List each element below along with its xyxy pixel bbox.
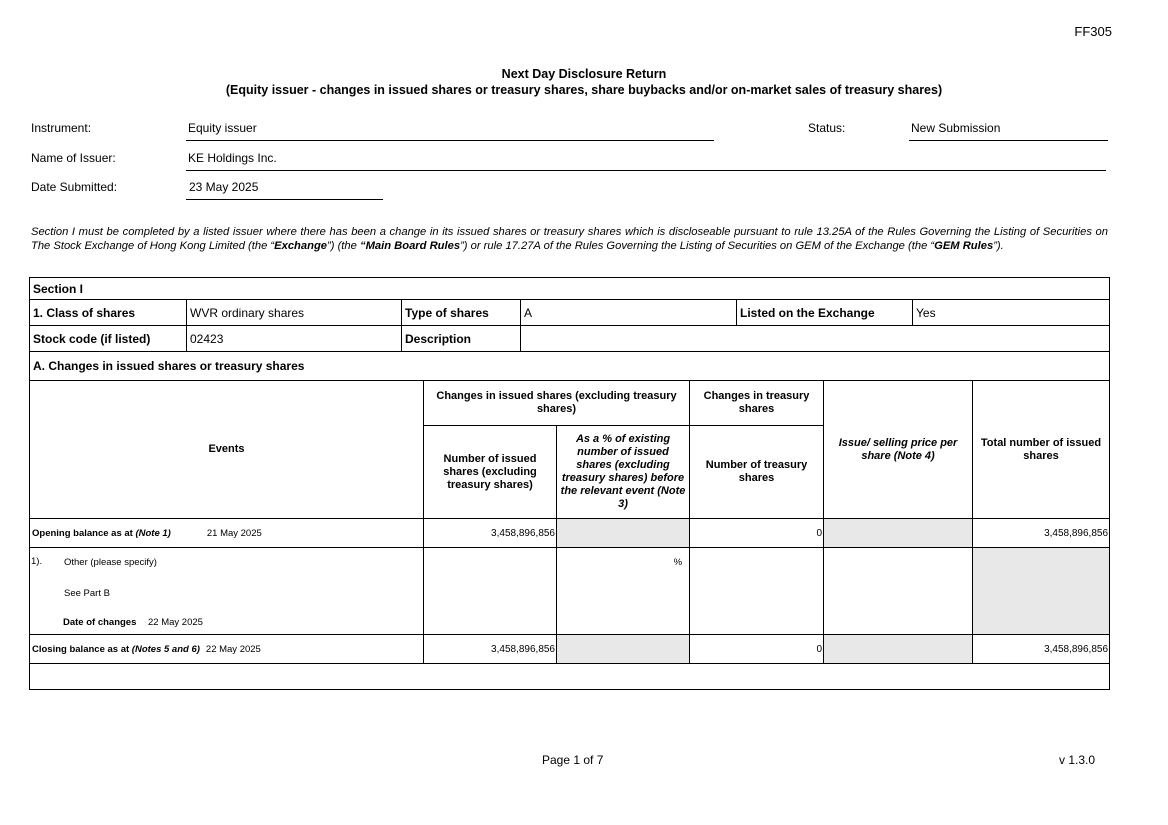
issuer-value: KE Holdings Inc. (186, 151, 1106, 171)
closing-treasury: 0 (689, 634, 825, 664)
blank-row (28, 663, 1111, 690)
section-title: Section I (28, 277, 1111, 300)
issuer-label: Name of Issuer: (31, 151, 116, 165)
form-code: FF305 (1074, 24, 1112, 39)
event-issued (423, 547, 557, 635)
price-header: Issue/ selling price per share (Note 4) (823, 380, 974, 519)
date-submitted-label: Date Submitted: (31, 180, 118, 194)
description-label: Description (401, 325, 521, 352)
description-value (519, 325, 1111, 352)
opening-note: (Note 1) (135, 527, 171, 539)
type-label: Type of shares (401, 299, 521, 326)
opening-pct (555, 518, 691, 548)
stock-code-label: Stock code (if listed) (29, 325, 187, 352)
listed-value: Yes (911, 299, 1111, 326)
status-value: New Submission (909, 121, 1108, 141)
event-date: 22 May 2025 (148, 617, 203, 628)
event-type: Other (please specify) (64, 557, 157, 568)
intro-text: Section I must be completed by a listed … (31, 226, 1108, 252)
page-number: Page 1 of 7 (542, 753, 604, 767)
event-index: 1). (31, 556, 43, 567)
closing-total: 3,458,896,856 (972, 634, 1111, 664)
status-label: Status: (808, 121, 846, 135)
event-detail: See Part B (64, 588, 110, 599)
closing-price (823, 634, 974, 664)
closing-date: 22 May 2025 (205, 643, 261, 655)
opening-issued: 3,458,896,856 (423, 518, 557, 548)
instrument-value: Equity issuer (186, 121, 714, 141)
opening-balance-row: Opening balance as at (Note 1) 21 May 202… (29, 518, 1111, 548)
listed-label: Listed on the Exchange (736, 299, 913, 326)
date-submitted-value: 23 May 2025 (186, 180, 383, 200)
opening-total: 3,458,896,856 (972, 518, 1111, 548)
instrument-label: Instrument: (31, 121, 92, 135)
event-pct: % (555, 547, 691, 635)
section-info-table: Section I 1. Class of shares WVR ordinar… (28, 277, 1111, 381)
opening-treasury: 0 (689, 518, 825, 548)
opening-label: Opening balance as at (32, 527, 136, 539)
event-price (823, 547, 974, 635)
page-title: Next Day Disclosure Return (Equity issue… (0, 66, 1168, 98)
changes-table: Events Changes in issued shares (excludi… (28, 380, 1111, 690)
title: Next Day Disclosure Return (501, 67, 667, 81)
stock-code-value: 02423 (186, 325, 402, 352)
event-row: 1). Other (please specify) See Part B Da… (29, 547, 1111, 635)
subtitle: (Equity issuer - changes in issued share… (225, 83, 943, 97)
treasury-group-header: Changes in treasury shares (689, 380, 825, 426)
closing-issued: 3,458,896,856 (423, 634, 557, 664)
type-value: A (520, 299, 737, 326)
changes-heading: A. Changes in issued shares or treasury … (28, 351, 1111, 381)
event-treasury (689, 547, 825, 635)
opening-date: 21 May 2025 (206, 527, 262, 539)
class-label: 1. Class of shares (29, 299, 187, 326)
closing-note: (Notes 5 and 6) (131, 643, 200, 655)
class-value: WVR ordinary shares (186, 299, 402, 326)
pct-header: As a % of existing number of issued shar… (555, 425, 691, 519)
opening-price (823, 518, 974, 548)
num-treasury-header: Number of treasury shares (689, 425, 825, 519)
num-issued-header: Number of issued shares (excluding treas… (423, 425, 557, 519)
closing-pct (555, 634, 691, 664)
events-header: Events (29, 380, 424, 519)
total-header: Total number of issued shares (972, 380, 1111, 519)
event-total (972, 547, 1111, 635)
issued-group-header: Changes in issued shares (excluding trea… (422, 380, 691, 426)
closing-balance-row: Closing balance as at (Notes 5 and 6) 22 … (29, 634, 1111, 664)
event-date-label: Date of changes (63, 617, 137, 628)
closing-label: Closing balance as at (32, 643, 132, 655)
version: v 1.3.0 (1059, 753, 1096, 767)
